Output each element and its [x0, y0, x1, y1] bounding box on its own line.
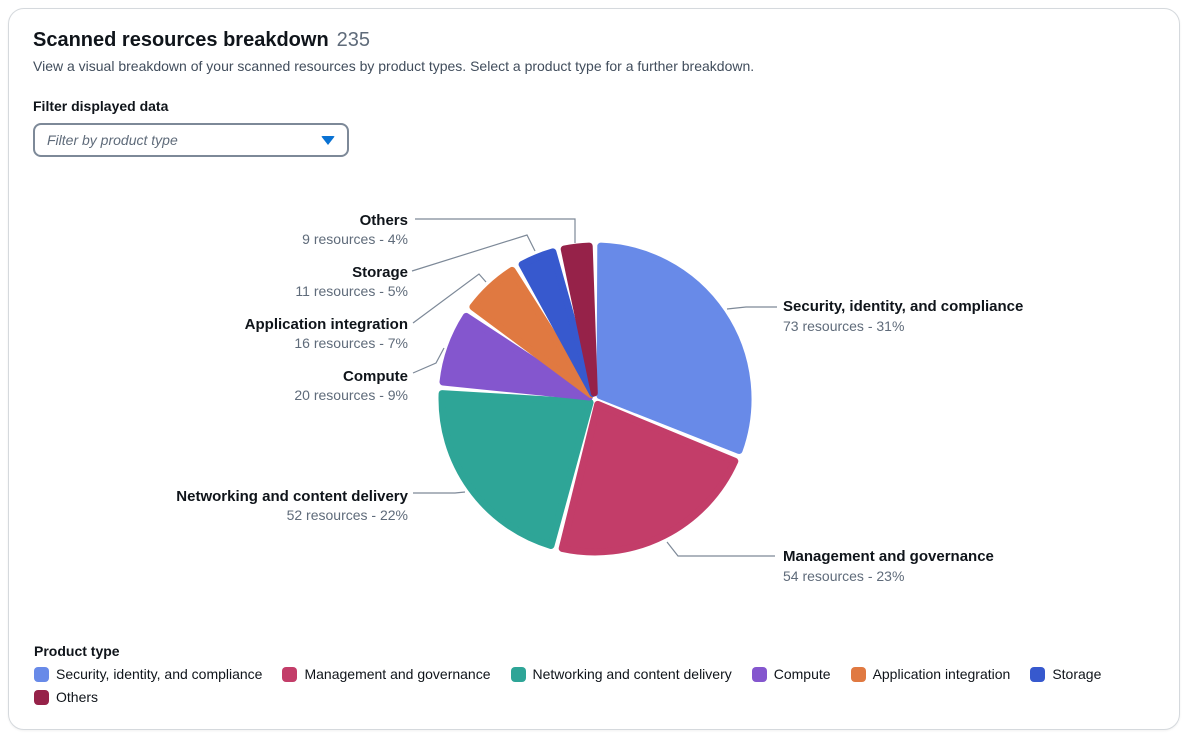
chevron-down-icon — [321, 135, 335, 145]
product-type-filter-select[interactable]: Filter by product type — [33, 123, 349, 157]
resource-count-badge: 235 — [336, 29, 371, 51]
pie-label-management-and-governance[interactable]: Management and governance — [783, 548, 994, 565]
legend-swatch-icon — [510, 666, 526, 682]
pie-chart-svg: Security, identity, and compliance 73 res… — [176, 212, 1023, 584]
filter-placeholder: Filter by product type — [47, 132, 178, 148]
legend-item-application-integration[interactable]: Application integration — [850, 666, 1011, 682]
legend-title: Product type — [34, 643, 120, 659]
pie-label-compute[interactable]: Compute — [343, 368, 408, 385]
pie-slice-management-and-governance[interactable] — [558, 400, 739, 556]
pie-slice-networking-and-content-delivery[interactable] — [438, 390, 594, 549]
pie-label-detail-networking-and-content-delivery: 52 resources - 22% — [287, 507, 408, 523]
pie-label-detail-management-and-governance: 54 resources - 23% — [783, 568, 904, 584]
legend-item-label: Others — [56, 689, 99, 705]
leader-line-others — [415, 218, 576, 243]
pie-label-storage[interactable]: Storage — [352, 264, 408, 281]
leader-line-application-integration — [412, 273, 487, 324]
card-description: View a visual breakdown of your scanned … — [33, 58, 755, 74]
pie-slices — [438, 242, 752, 556]
legend-swatch-icon — [751, 666, 767, 682]
filter-section-label: Filter displayed data — [33, 98, 169, 114]
legend-swatch-icon — [34, 689, 49, 705]
legend-item-label: Compute — [773, 666, 831, 682]
legend-item-storage[interactable]: Storage — [1030, 666, 1101, 682]
scanned-resources-card: Scanned resources breakdown 235 View a v… — [8, 8, 1180, 730]
leader-line-networking-and-content-delivery — [413, 491, 466, 494]
legend-item-label: Security, identity, and compliance — [56, 666, 263, 682]
leader-line-storage — [411, 234, 536, 272]
pie-labels: Security, identity, and compliance 73 res… — [176, 212, 1023, 584]
legend-swatch-icon — [850, 666, 866, 682]
pie-slice-security-identity-and-compliance[interactable] — [596, 242, 752, 454]
legend-swatch-icon — [34, 666, 49, 682]
legend-item-label: Application integration — [872, 666, 1011, 682]
pie-slice-application-integration[interactable] — [469, 266, 595, 399]
legend-item-label: Networking and content delivery — [532, 666, 732, 682]
page-title: Scanned resources breakdown — [33, 29, 329, 51]
legend-item-label: Management and governance — [304, 666, 491, 682]
leader-lines — [411, 218, 777, 557]
legend-item-compute[interactable]: Compute — [751, 666, 831, 682]
legend-item-others[interactable]: Others — [34, 689, 98, 705]
pie-label-others[interactable]: Others — [360, 212, 408, 229]
leader-line-security-identity-and-compliance — [726, 306, 777, 310]
pie-chart-area: Security, identity, and compliance 73 res… — [9, 160, 1179, 640]
legend-swatch-icon — [282, 666, 298, 682]
legend-item-label: Storage — [1052, 666, 1102, 682]
pie-label-detail-others: 9 resources - 4% — [302, 231, 408, 247]
legend-item-networking-and-content-delivery[interactable]: Networking and content delivery — [510, 666, 732, 682]
leader-line-compute — [412, 347, 445, 374]
leader-line-management-and-governance — [666, 541, 775, 557]
pie-slice-compute[interactable] — [439, 312, 593, 401]
pie-slice-storage[interactable] — [518, 248, 597, 397]
legend-item-management-and-governance[interactable]: Management and governance — [282, 666, 491, 682]
pie-label-detail-application-integration: 16 resources - 7% — [294, 335, 408, 351]
legend-swatch-icon — [1030, 666, 1046, 682]
pie-label-detail-security-identity-and-compliance: 73 resources - 31% — [783, 318, 904, 334]
card-header: Scanned resources breakdown 235 — [33, 27, 1155, 53]
pie-label-application-integration[interactable]: Application integration — [245, 316, 408, 333]
chart-legend: Product type Security, identity, and com… — [34, 641, 1154, 705]
pie-label-detail-storage: 11 resources - 5% — [295, 283, 408, 299]
pie-slice-others[interactable] — [560, 242, 598, 397]
pie-label-detail-compute: 20 resources - 9% — [294, 387, 408, 403]
pie-label-networking-and-content-delivery[interactable]: Networking and content delivery — [176, 488, 408, 505]
legend-items: Security, identity, and compliance Manage… — [34, 666, 1154, 705]
legend-item-security-identity-and-compliance[interactable]: Security, identity, and compliance — [34, 666, 262, 682]
pie-label-security-identity-and-compliance[interactable]: Security, identity, and compliance — [783, 298, 1023, 315]
